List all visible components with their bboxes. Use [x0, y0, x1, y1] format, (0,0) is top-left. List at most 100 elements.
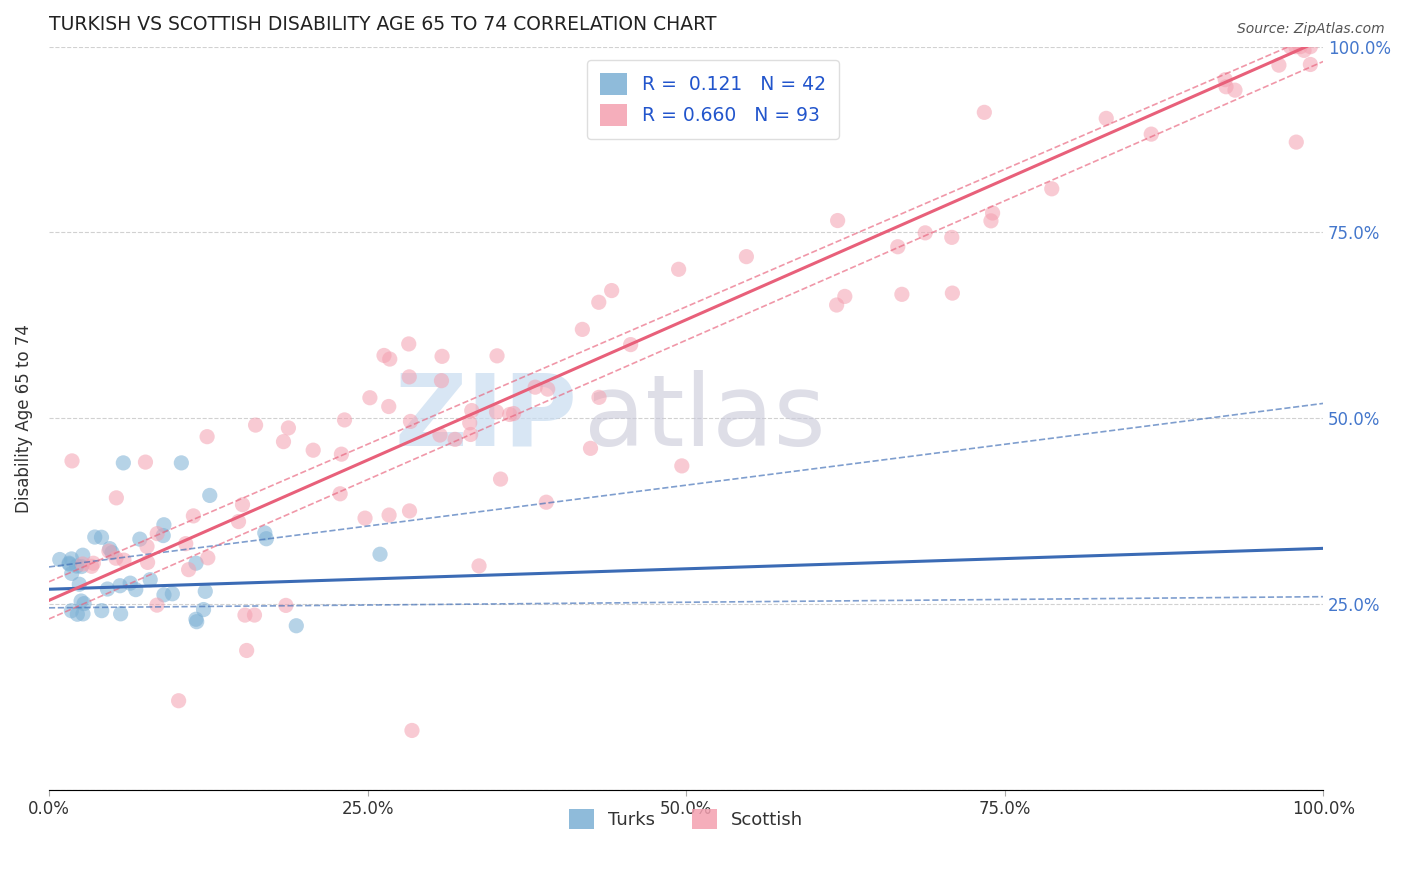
Point — [1223, 83, 1246, 97]
Point — [184, 612, 207, 626]
Point — [235, 643, 257, 657]
Point — [134, 455, 156, 469]
Point — [980, 214, 1002, 228]
Point — [186, 615, 208, 629]
Point — [273, 434, 295, 449]
Point — [588, 390, 610, 404]
Point — [58, 556, 80, 570]
Point — [97, 544, 120, 558]
Point — [330, 447, 353, 461]
Point — [146, 598, 169, 612]
Point — [1279, 39, 1302, 54]
Text: ZIP: ZIP — [395, 370, 578, 467]
Point — [253, 526, 276, 541]
Point — [537, 382, 560, 396]
Point — [274, 599, 297, 613]
Point — [468, 558, 491, 573]
Point — [579, 442, 602, 456]
Point — [671, 458, 693, 473]
Point — [197, 550, 219, 565]
Point — [183, 508, 205, 523]
Point — [620, 337, 643, 351]
Point — [198, 488, 221, 502]
Point — [354, 511, 377, 525]
Point — [60, 552, 83, 566]
Point — [120, 576, 142, 591]
Point — [243, 608, 266, 623]
Point — [981, 206, 1004, 220]
Point — [333, 413, 356, 427]
Point — [60, 604, 83, 618]
Point — [152, 528, 174, 542]
Point — [398, 504, 420, 518]
Point — [486, 349, 509, 363]
Point — [458, 416, 481, 430]
Point — [66, 607, 89, 622]
Point — [941, 286, 963, 301]
Point — [58, 557, 80, 571]
Point — [90, 604, 112, 618]
Point — [398, 337, 420, 351]
Point — [153, 588, 176, 602]
Point — [128, 532, 150, 546]
Point — [139, 573, 162, 587]
Point — [67, 577, 90, 591]
Legend: Turks, Scottish: Turks, Scottish — [561, 801, 811, 837]
Y-axis label: Disability Age 65 to 74: Disability Age 65 to 74 — [15, 324, 32, 513]
Point — [1215, 79, 1237, 94]
Point — [193, 602, 215, 616]
Point — [735, 250, 758, 264]
Point — [285, 619, 308, 633]
Point — [668, 262, 690, 277]
Text: atlas: atlas — [583, 370, 825, 467]
Point — [177, 563, 200, 577]
Point — [890, 287, 912, 301]
Point — [1140, 127, 1163, 141]
Point — [136, 540, 159, 554]
Point — [105, 491, 128, 505]
Point — [96, 582, 118, 596]
Point — [194, 584, 217, 599]
Point — [460, 427, 482, 442]
Point — [1292, 43, 1315, 57]
Point — [167, 694, 190, 708]
Point — [170, 456, 193, 470]
Point — [80, 559, 103, 574]
Point — [110, 607, 132, 621]
Point — [600, 284, 623, 298]
Point — [399, 414, 422, 428]
Point — [378, 352, 401, 367]
Point — [60, 566, 83, 581]
Point — [233, 608, 256, 623]
Point — [90, 530, 112, 544]
Point — [98, 541, 121, 556]
Point — [571, 322, 593, 336]
Point — [70, 559, 93, 574]
Point — [524, 380, 547, 394]
Point — [588, 295, 610, 310]
Point — [1040, 182, 1063, 196]
Point — [1213, 72, 1236, 87]
Point — [254, 532, 277, 546]
Text: TURKISH VS SCOTTISH DISABILITY AGE 65 TO 74 CORRELATION CHART: TURKISH VS SCOTTISH DISABILITY AGE 65 TO… — [49, 15, 717, 34]
Point — [1285, 135, 1308, 149]
Point — [887, 240, 910, 254]
Point — [461, 403, 484, 417]
Point — [277, 421, 299, 435]
Point — [245, 418, 267, 433]
Point — [401, 723, 423, 738]
Point — [430, 374, 453, 388]
Point — [195, 430, 218, 444]
Point — [66, 559, 89, 574]
Point — [72, 607, 94, 621]
Point — [72, 557, 94, 571]
Point — [174, 536, 197, 550]
Point — [82, 556, 104, 570]
Point — [83, 530, 105, 544]
Point — [146, 526, 169, 541]
Point — [1095, 112, 1118, 126]
Point — [368, 547, 391, 561]
Point — [60, 454, 83, 468]
Point — [1268, 58, 1291, 72]
Point — [941, 230, 963, 244]
